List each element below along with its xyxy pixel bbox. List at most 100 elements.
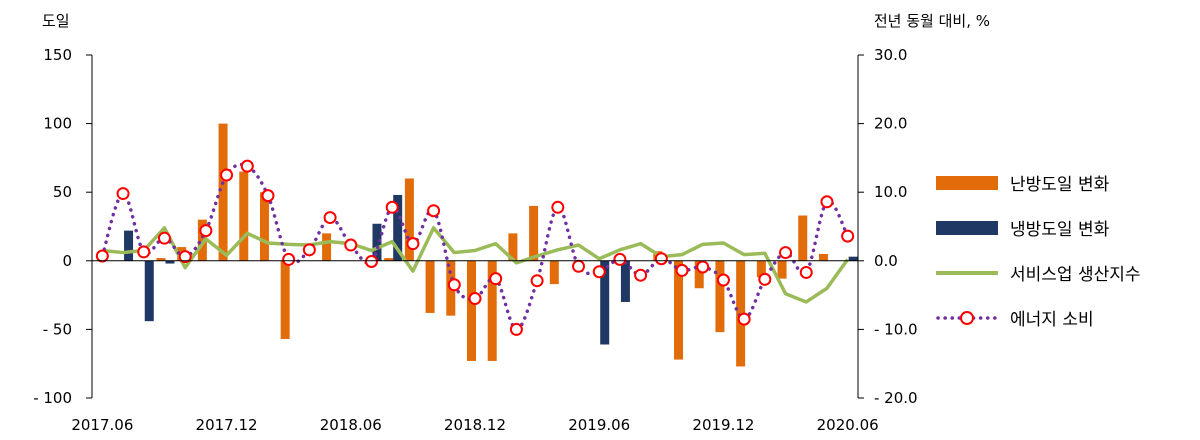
legend-item-energy: 에너지 소비 [936, 295, 1141, 340]
right-tick-label: 30.0 [874, 46, 907, 64]
heating-bar [197, 219, 207, 261]
energy-point [779, 246, 793, 260]
left-axis-unit: 도일 [42, 12, 70, 30]
energy-point [841, 229, 855, 243]
x-tick-label: 2017.06 [71, 416, 133, 434]
heating-bar [467, 260, 476, 361]
heating-bar [404, 178, 414, 261]
energy-point [737, 312, 751, 326]
legend-label-cooling: 냉방도일 변화 [1010, 220, 1110, 240]
energy-point [758, 272, 772, 286]
cooling-bar [848, 256, 858, 261]
right-axis-unit: 전년 동월 대비, % [874, 12, 990, 30]
x-tick-label: 2020.06 [817, 416, 879, 434]
heating-bar [425, 260, 435, 313]
energy-point [240, 159, 254, 173]
x-tick-label: 2019.12 [692, 416, 754, 434]
x-tick-label: 2017.12 [196, 416, 258, 434]
heating-bar [508, 233, 518, 261]
cooling-bar [620, 260, 630, 302]
x-tick-label: 2019.06 [568, 416, 630, 434]
heating-bar [487, 260, 497, 361]
legend-swatch-service [936, 262, 998, 284]
energy-point [95, 249, 109, 263]
energy-point [654, 252, 668, 266]
legend-item-service: 서비스업 생산지수 [936, 250, 1141, 295]
energy-point [675, 263, 689, 277]
cooling-bar [144, 260, 154, 322]
heating-bar [529, 205, 539, 261]
heating-bar [259, 192, 269, 261]
energy-point [178, 250, 192, 264]
energy-point [282, 252, 296, 266]
left-tick-label: - 50 [43, 320, 72, 338]
energy-point [820, 195, 834, 209]
legend-swatch-energy [936, 307, 998, 329]
energy-point [716, 273, 730, 287]
heating-bar [798, 215, 808, 261]
lines-layer [95, 159, 855, 336]
right-tick-label: 0.0 [874, 252, 898, 270]
heating-bar [715, 260, 725, 333]
heating-bar [694, 260, 704, 289]
heating-bar [239, 171, 249, 261]
energy-point [696, 260, 710, 274]
heating-bar [818, 253, 828, 261]
left-tick-label: - 100 [33, 389, 72, 407]
legend-item-cooling: 냉방도일 변화 [936, 205, 1141, 250]
energy-point [302, 243, 316, 257]
energy-point [344, 238, 358, 252]
right-tick-label: 10.0 [874, 183, 907, 201]
legend-swatch-heating [936, 172, 998, 194]
legend-item-heating: 난방도일 변화 [936, 160, 1141, 205]
energy-point [199, 224, 213, 238]
energy-point [489, 272, 503, 286]
energy-point [551, 200, 565, 214]
energy-point [468, 292, 482, 306]
energy-point [592, 265, 606, 279]
right-tick-label: 20.0 [874, 115, 907, 133]
cooling-bar [124, 230, 134, 261]
service-production-line [102, 226, 850, 304]
energy-point [613, 252, 627, 266]
legend-label-energy: 에너지 소비 [1010, 310, 1094, 330]
bars-layer [124, 123, 858, 367]
right-tick-label: - 20.0 [874, 389, 918, 407]
energy-point [261, 189, 275, 203]
heating-bar [280, 260, 290, 340]
cooling-bar [393, 194, 403, 261]
heating-bar [777, 260, 787, 279]
energy-point [427, 204, 441, 218]
energy-point [385, 200, 399, 214]
energy-point [220, 168, 234, 182]
energy-point [364, 254, 378, 268]
left-tick-label: 50 [53, 183, 72, 201]
axes-layer: 150 100 50 0 - 50 - 100 30.0 20.0 10.0 0.0 - 10.0 -… [33, 46, 917, 434]
cooling-bar [165, 260, 175, 264]
x-tick-label: 2018.06 [320, 416, 382, 434]
heating-bar [322, 233, 332, 261]
energy-point [406, 237, 420, 251]
heating-bar [674, 260, 684, 360]
energy-point [157, 231, 171, 245]
cooling-bar [372, 223, 382, 261]
heating-bar [549, 260, 559, 285]
heating-bar [218, 123, 228, 261]
cooling-bar [600, 260, 610, 345]
legend-label-service: 서비스업 생산지수 [1010, 265, 1141, 285]
legend-swatch-cooling [936, 217, 998, 239]
heating-bar [736, 260, 746, 367]
legend: 난방도일 변화 냉방도일 변화 서비스업 생산지수 에너지 소비 [936, 160, 1141, 340]
left-tick-label: 150 [43, 46, 72, 64]
right-tick-label: - 10.0 [874, 320, 918, 338]
left-tick-label: 100 [43, 115, 72, 133]
heating-bar [756, 260, 766, 278]
energy-point [447, 278, 461, 292]
x-tick-label: 2018.12 [444, 416, 506, 434]
energy-point [116, 187, 130, 201]
energy-point [137, 245, 151, 259]
left-tick-label: 0 [62, 252, 72, 270]
heating-bar [156, 258, 166, 261]
energy-point [799, 265, 813, 279]
